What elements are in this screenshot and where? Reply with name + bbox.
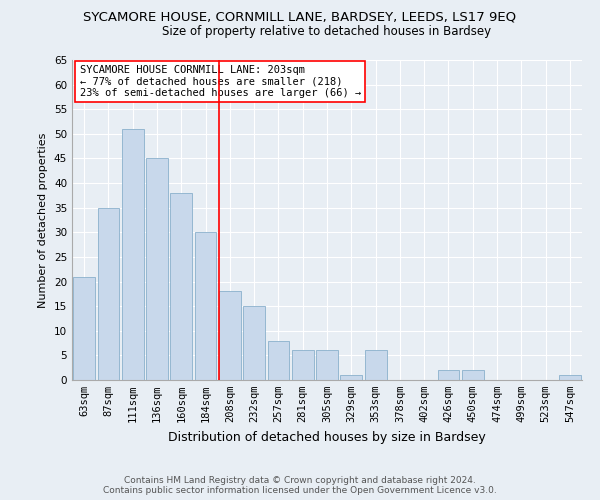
Bar [316, 350, 338, 380]
Bar [437, 370, 460, 380]
Bar [194, 232, 217, 380]
Bar [340, 375, 362, 380]
Bar [462, 370, 484, 380]
Title: Size of property relative to detached houses in Bardsey: Size of property relative to detached ho… [163, 25, 491, 38]
Bar [97, 208, 119, 380]
Bar [243, 306, 265, 380]
Bar [146, 158, 168, 380]
Bar [268, 340, 289, 380]
Text: Contains HM Land Registry data © Crown copyright and database right 2024.
Contai: Contains HM Land Registry data © Crown c… [103, 476, 497, 495]
Bar [73, 276, 95, 380]
Bar [219, 292, 241, 380]
Bar [559, 375, 581, 380]
Y-axis label: Number of detached properties: Number of detached properties [38, 132, 49, 308]
Bar [170, 193, 192, 380]
Bar [365, 350, 386, 380]
X-axis label: Distribution of detached houses by size in Bardsey: Distribution of detached houses by size … [168, 430, 486, 444]
Bar [122, 129, 143, 380]
Text: SYCAMORE HOUSE, CORNMILL LANE, BARDSEY, LEEDS, LS17 9EQ: SYCAMORE HOUSE, CORNMILL LANE, BARDSEY, … [83, 10, 517, 23]
Text: SYCAMORE HOUSE CORNMILL LANE: 203sqm
← 77% of detached houses are smaller (218)
: SYCAMORE HOUSE CORNMILL LANE: 203sqm ← 7… [80, 65, 361, 98]
Bar [292, 350, 314, 380]
